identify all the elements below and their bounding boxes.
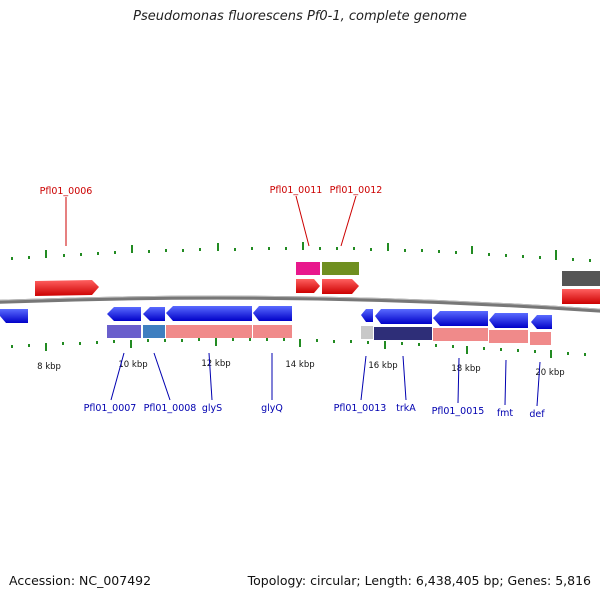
- genome-backbone: [0, 295, 600, 313]
- tick-row-lower: [11, 338, 586, 358]
- gene-pfl01-0013[interactable]: [361, 309, 373, 322]
- genome-summary-text: Topology: circular; Length: 6,438,405 bp…: [247, 573, 591, 588]
- domain-glyq: [253, 325, 292, 338]
- top-leader-lines: [65, 195, 357, 247]
- gene-pfl01-0007[interactable]: [107, 307, 141, 321]
- domain-trka: [374, 327, 432, 340]
- scale-label-12kbp: 12 kbp: [201, 359, 230, 369]
- genome-title: Pseudomonas fluorescens Pf0-1, complete …: [133, 9, 467, 24]
- domain-fmt: [489, 330, 528, 343]
- scale-label-16kbp: 16 kbp: [368, 361, 397, 371]
- gene-pfl01-0006[interactable]: [35, 280, 99, 296]
- gene-pfl01-0012[interactable]: [322, 279, 359, 294]
- label-pfl01-0006[interactable]: Pfl01_0006: [40, 186, 93, 197]
- gene-pfl01-0008[interactable]: [143, 307, 165, 321]
- domain-pfl01-0007: [107, 325, 141, 338]
- domain-pfl01-0008: [143, 325, 165, 338]
- domain-pfl01-0013: [361, 326, 373, 339]
- accession-text: Accession: NC_007492: [9, 573, 152, 588]
- domain-glys: [166, 325, 252, 338]
- label-glyq[interactable]: glyQ: [261, 403, 283, 414]
- gene-edge-left[interactable]: [0, 309, 28, 323]
- scale-label-18kbp: 18 kbp: [451, 364, 480, 374]
- gene-pfl01-0012-domain: [322, 262, 359, 275]
- gene-pfl01-0011-domain: [296, 262, 320, 275]
- domain-pfl01-0015: [433, 328, 488, 341]
- label-trka[interactable]: trkA: [396, 403, 416, 414]
- label-pfl01-0012[interactable]: Pfl01_0012: [330, 185, 383, 196]
- tick-row-upper: [11, 242, 591, 262]
- label-pfl01-0011[interactable]: Pfl01_0011: [270, 185, 323, 196]
- gene-trka[interactable]: [375, 309, 432, 324]
- gene-glyq[interactable]: [253, 306, 292, 321]
- label-pfl01-0015[interactable]: Pfl01_0015: [432, 406, 485, 417]
- bottom-leader-lines: [110, 352, 541, 407]
- gene-fmt[interactable]: [489, 313, 528, 328]
- gene-glys[interactable]: [166, 306, 252, 321]
- gene-pfl01-0011[interactable]: [296, 279, 320, 293]
- scale-label-20kbp: 20 kbp: [535, 368, 564, 378]
- scale-label-14kbp: 14 kbp: [285, 360, 314, 370]
- label-pfl01-0008[interactable]: Pfl01_0008: [144, 403, 197, 414]
- domain-def: [530, 332, 551, 345]
- label-pfl01-0007[interactable]: Pfl01_0007: [84, 403, 137, 414]
- label-glys[interactable]: glyS: [202, 403, 222, 414]
- label-pfl01-0013[interactable]: Pfl01_0013: [334, 403, 387, 414]
- gene-def[interactable]: [531, 315, 552, 329]
- label-fmt[interactable]: fmt: [497, 408, 514, 419]
- scale-label-10kbp: 10 kbp: [118, 360, 147, 370]
- gene-edge-domain-right: [562, 271, 600, 286]
- label-def[interactable]: def: [529, 409, 545, 420]
- scale-label-8kbp: 8 kbp: [37, 362, 61, 372]
- gene-pfl01-0015[interactable]: [433, 311, 488, 326]
- gene-edge-right[interactable]: [562, 289, 600, 304]
